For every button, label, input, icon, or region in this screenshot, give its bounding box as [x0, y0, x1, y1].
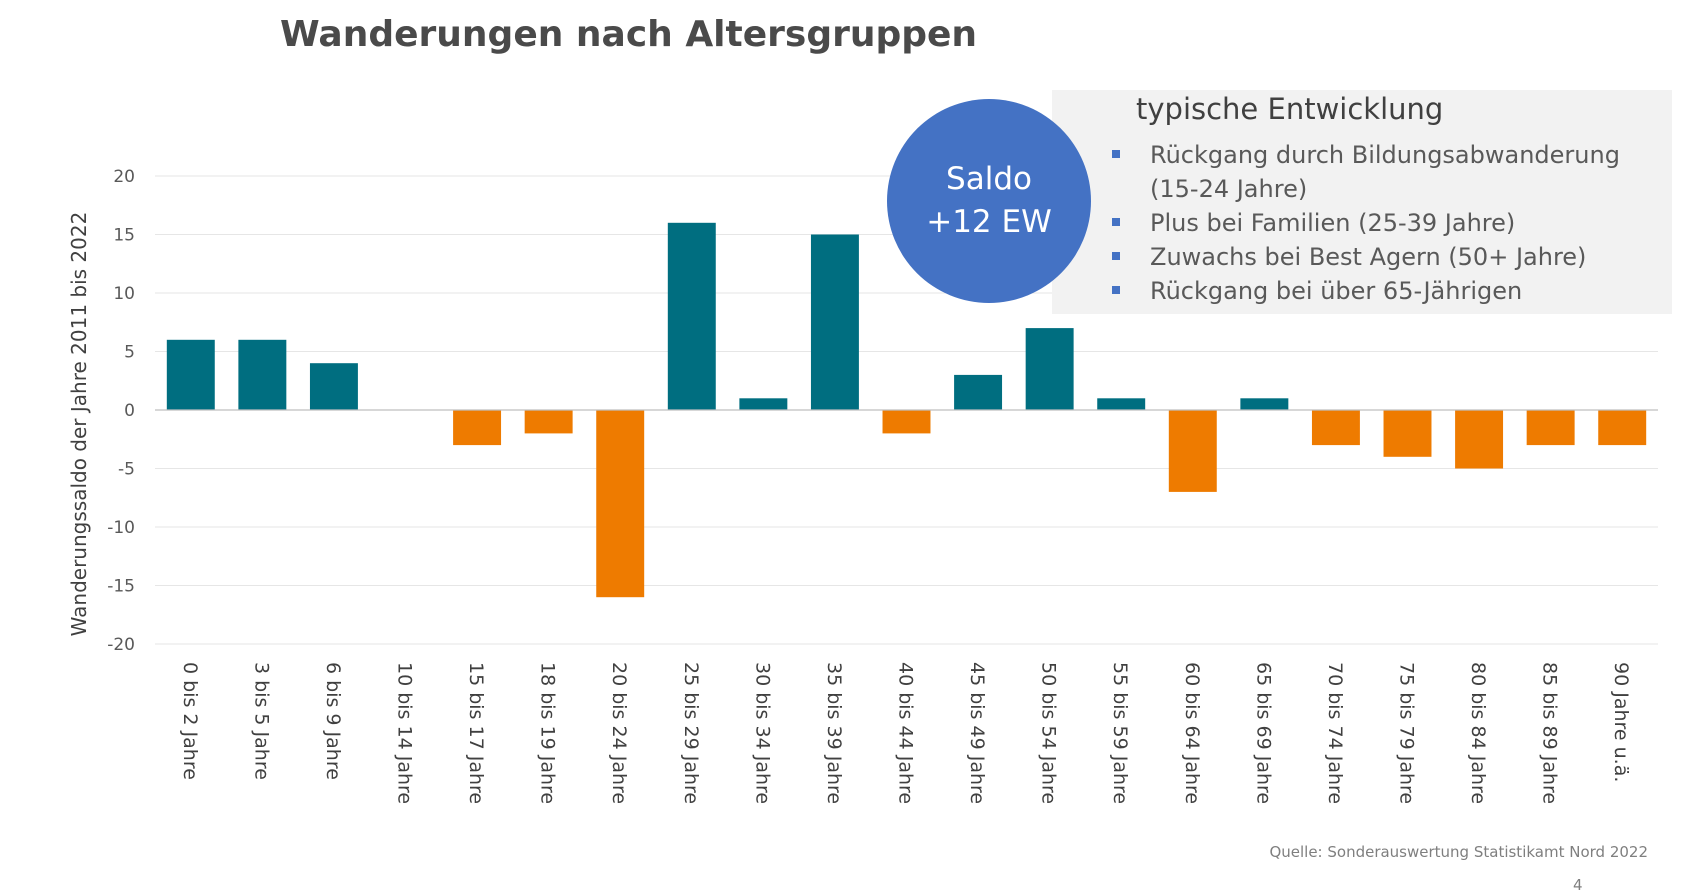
x-tick-label: 75 bis 79 Jahre — [1396, 662, 1418, 804]
saldo-value: +12 EW — [926, 204, 1052, 240]
x-tick-labels: 0 bis 2 Jahre 3 bis 5 Jahre 6 bis 9 Jahre 1… — [179, 662, 1632, 804]
y-tick-label: -20 — [107, 635, 135, 655]
bar — [1168, 410, 1217, 492]
bars — [166, 222, 1647, 598]
x-tick-label: 20 bis 24 Jahre — [608, 662, 630, 804]
saldo-circle: Saldo +12 EW — [887, 99, 1091, 303]
info-item-text: Rückgang bei über 65-Jährigen — [1150, 277, 1523, 305]
bar — [596, 410, 645, 598]
info-item: Rückgang durch Bildungsabwanderung (15-2… — [1112, 138, 1662, 206]
x-tick-label: 55 bis 59 Jahre — [1109, 662, 1131, 804]
x-tick-label: 50 bis 54 Jahre — [1038, 662, 1060, 804]
bar — [739, 398, 788, 410]
y-tick-label: 0 — [124, 401, 135, 421]
x-tick-label: 45 bis 49 Jahre — [966, 662, 988, 804]
info-item: Plus bei Familien (25-39 Jahre) — [1112, 206, 1662, 240]
bar — [1455, 410, 1504, 469]
info-item-text: Rückgang durch Bildungsabwanderung (15-2… — [1150, 141, 1620, 203]
x-tick-label: 0 bis 2 Jahre — [179, 662, 201, 780]
y-tick-labels: 20 15 10 5 0 -5 -10 -15 -20 — [107, 167, 135, 655]
bar — [1240, 398, 1289, 410]
y-tick-label: -15 — [107, 577, 135, 597]
y-tick-label: 5 — [124, 343, 135, 363]
y-tick-label: 20 — [113, 167, 135, 187]
y-tick-label: 10 — [113, 284, 135, 304]
x-tick-label: 3 bis 5 Jahre — [250, 662, 272, 780]
bar — [166, 339, 215, 410]
bullet-icon — [1112, 150, 1120, 158]
x-tick-label: 25 bis 29 Jahre — [680, 662, 702, 804]
info-item: Zuwachs bei Best Agern (50+ Jahre) — [1112, 240, 1662, 274]
x-tick-label: 15 bis 17 Jahre — [465, 662, 487, 804]
x-tick-label: 35 bis 39 Jahre — [823, 662, 845, 804]
y-axis-label: Wanderungssaldo der Jahre 2011 bis 2022 — [67, 212, 91, 637]
bar — [882, 410, 931, 434]
chart-title: Wanderungen nach Altersgruppen — [280, 14, 978, 55]
info-box: typische Entwicklung Rückgang durch Bild… — [1052, 90, 1672, 314]
y-tick-label: -5 — [118, 460, 135, 480]
info-item: Rückgang bei über 65-Jährigen — [1112, 274, 1662, 308]
bar — [954, 374, 1003, 410]
bullet-icon — [1112, 218, 1120, 226]
bar — [1598, 410, 1647, 446]
info-list: Rückgang durch Bildungsabwanderung (15-2… — [1112, 138, 1662, 308]
x-tick-label: 80 bis 84 Jahre — [1467, 662, 1489, 804]
info-heading: typische Entwicklung — [1136, 92, 1444, 126]
bar — [238, 339, 287, 410]
bar — [524, 410, 573, 434]
info-item-text: Plus bei Familien (25-39 Jahre) — [1150, 209, 1516, 237]
x-tick-label: 40 bis 44 Jahre — [895, 662, 917, 804]
x-tick-label: 85 bis 89 Jahre — [1539, 662, 1561, 804]
bar — [1311, 410, 1360, 446]
x-tick-label: 90 Jahre u.ä. — [1610, 662, 1632, 782]
x-tick-label: 10 bis 14 Jahre — [394, 662, 416, 804]
bar — [1526, 410, 1575, 446]
y-tick-label: 15 — [113, 226, 135, 246]
bar — [309, 363, 358, 410]
x-tick-label: 6 bis 9 Jahre — [322, 662, 344, 780]
bar — [1383, 410, 1432, 457]
source-note: Quelle: Sonderauswertung Statistikamt No… — [1269, 843, 1648, 861]
x-tick-label: 70 bis 74 Jahre — [1324, 662, 1346, 804]
info-item-text: Zuwachs bei Best Agern (50+ Jahre) — [1150, 243, 1587, 271]
x-tick-label: 60 bis 64 Jahre — [1181, 662, 1203, 804]
x-tick-label: 65 bis 69 Jahre — [1252, 662, 1274, 804]
bar — [453, 410, 502, 446]
saldo-label: Saldo — [946, 161, 1032, 197]
bar — [1097, 398, 1146, 410]
bar — [810, 234, 859, 410]
x-tick-label: 18 bis 19 Jahre — [537, 662, 559, 804]
bar — [1025, 328, 1074, 410]
y-tick-label: -10 — [107, 518, 135, 538]
page-number: 4 — [1573, 876, 1583, 894]
bar — [667, 222, 716, 410]
x-tick-label: 30 bis 34 Jahre — [751, 662, 773, 804]
bullet-icon — [1112, 286, 1120, 294]
bullet-icon — [1112, 252, 1120, 260]
